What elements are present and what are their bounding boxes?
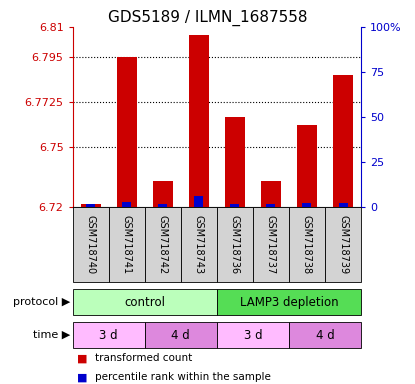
FancyBboxPatch shape — [145, 207, 181, 282]
FancyBboxPatch shape — [73, 322, 145, 348]
Text: ■: ■ — [77, 353, 87, 363]
Text: transformed count: transformed count — [95, 353, 193, 363]
Text: 4 d: 4 d — [171, 329, 190, 341]
FancyBboxPatch shape — [145, 322, 217, 348]
Text: GSM718743: GSM718743 — [194, 215, 204, 274]
Bar — [194, 196, 203, 207]
FancyBboxPatch shape — [289, 322, 361, 348]
Bar — [333, 75, 353, 207]
Bar — [266, 204, 276, 207]
Text: GSM718738: GSM718738 — [302, 215, 312, 274]
Text: GSM718736: GSM718736 — [230, 215, 240, 274]
Bar — [339, 203, 347, 207]
Text: GSM718739: GSM718739 — [338, 215, 348, 274]
FancyBboxPatch shape — [325, 207, 361, 282]
FancyBboxPatch shape — [181, 207, 217, 282]
Text: time ▶: time ▶ — [33, 330, 71, 340]
Text: 3 d: 3 d — [99, 329, 118, 341]
Text: GSM718741: GSM718741 — [122, 215, 132, 274]
Bar — [303, 203, 312, 207]
FancyBboxPatch shape — [217, 207, 253, 282]
FancyBboxPatch shape — [109, 207, 145, 282]
FancyBboxPatch shape — [217, 290, 361, 315]
Text: LAMP3 depletion: LAMP3 depletion — [239, 296, 338, 309]
FancyBboxPatch shape — [253, 207, 289, 282]
Bar — [86, 204, 95, 207]
FancyBboxPatch shape — [73, 290, 217, 315]
Text: 3 d: 3 d — [244, 329, 262, 341]
Text: ■: ■ — [77, 372, 87, 382]
Text: protocol ▶: protocol ▶ — [13, 297, 71, 308]
Text: GDS5189 / ILMN_1687558: GDS5189 / ILMN_1687558 — [108, 10, 307, 26]
Text: control: control — [124, 296, 165, 309]
Bar — [117, 57, 137, 207]
Text: GSM718740: GSM718740 — [85, 215, 95, 274]
FancyBboxPatch shape — [289, 207, 325, 282]
Bar — [297, 125, 317, 207]
Bar — [261, 181, 281, 207]
Text: 4 d: 4 d — [316, 329, 334, 341]
Text: GSM718737: GSM718737 — [266, 215, 276, 275]
FancyBboxPatch shape — [217, 322, 289, 348]
Text: percentile rank within the sample: percentile rank within the sample — [95, 372, 271, 382]
Bar — [230, 204, 239, 207]
Bar — [189, 35, 209, 207]
Text: GSM718742: GSM718742 — [158, 215, 168, 275]
FancyBboxPatch shape — [73, 207, 109, 282]
Bar — [122, 202, 131, 207]
Bar — [225, 117, 245, 207]
Bar — [153, 181, 173, 207]
Bar — [158, 204, 167, 207]
Bar — [81, 204, 100, 207]
